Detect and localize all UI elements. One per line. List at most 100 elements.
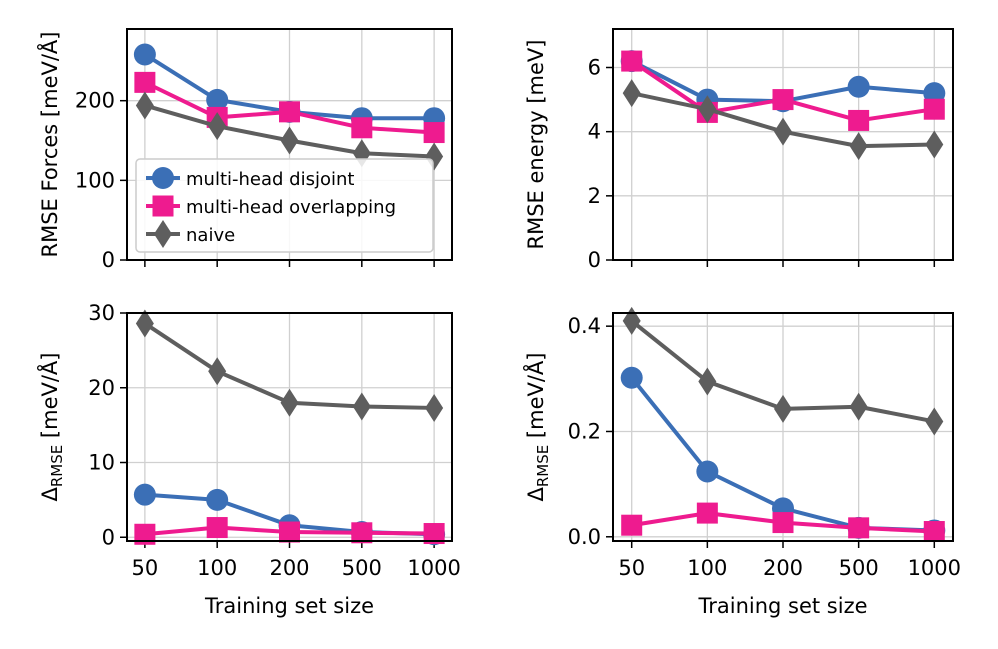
legend-entry-multi_head_overlapping: multi-head overlapping <box>146 195 396 218</box>
x-axis-label: Training set size <box>204 594 374 618</box>
axes-frame <box>612 28 954 261</box>
data-point <box>279 521 300 543</box>
y-axis-label: ΔRMSE [meV/Å] <box>36 353 66 502</box>
data-point <box>923 521 945 543</box>
data-point <box>280 126 299 155</box>
data-point <box>696 460 719 483</box>
data-point <box>925 407 944 436</box>
y-tick-label: 20 <box>88 376 115 400</box>
data-point <box>133 43 156 66</box>
series-multi_head_overlapping <box>621 502 945 543</box>
data-point <box>135 91 154 120</box>
legend-entry-naive: naive <box>146 220 235 248</box>
y-tick-label: 0 <box>102 248 115 272</box>
data-point <box>134 523 156 545</box>
y-tick-label: 0 <box>102 525 115 549</box>
data-point <box>621 50 643 72</box>
y-tick-label: 0.2 <box>568 419 601 443</box>
data-point <box>621 514 643 536</box>
x-tick-label: 100 <box>687 556 727 580</box>
panel-top-right: 0 2 4 6 RMSE energy [meV] <box>524 28 954 272</box>
data-point <box>208 112 227 141</box>
y-axis-label: RMSE Forces [meV/Å] <box>36 32 62 258</box>
y-tick-label: 100 <box>75 168 115 192</box>
x-tick-label: 200 <box>269 556 309 580</box>
data-point <box>849 392 868 421</box>
series-naive <box>135 309 444 422</box>
data-point <box>925 130 944 159</box>
x-tick-label: 500 <box>342 556 382 580</box>
y-axis-label: RMSE energy [meV] <box>524 40 548 250</box>
y-tick-label: 0.0 <box>568 525 601 549</box>
x-tick-label: 500 <box>839 556 879 580</box>
y-axis-label: ΔRMSE [meV/Å] <box>522 353 552 502</box>
data-point <box>135 309 154 338</box>
data-point <box>280 388 299 417</box>
data-point <box>133 483 156 506</box>
data-point <box>134 71 156 93</box>
y-axis-label-subscript: RMSE <box>48 445 66 487</box>
data-point <box>923 82 946 105</box>
data-point <box>923 98 945 120</box>
panel-bottom-left: 0 10 20 30 50 100 200 500 1000 ΔRMSE [meV/Å] Train… <box>36 301 461 618</box>
y-tick-label: 2 <box>588 184 601 208</box>
data-point <box>206 517 228 539</box>
legend-box <box>135 158 434 253</box>
data-point <box>848 517 870 539</box>
series-naive <box>622 79 944 161</box>
panel-bottom-right: 0.0 0.2 0.4 50 100 200 500 1000 ΔRMSE [meV/Å] Tra… <box>522 306 961 618</box>
x-tick-label: 50 <box>132 556 159 580</box>
data-point <box>423 122 445 144</box>
series-naive <box>135 91 444 171</box>
y-tick-label: 200 <box>75 89 115 113</box>
series-multi_head_overlapping <box>134 517 445 545</box>
data-point <box>698 95 717 124</box>
y-axis-label-delta: Δ <box>38 487 62 502</box>
data-point <box>622 306 641 335</box>
y-axis-label-delta: Δ <box>524 487 548 502</box>
data-point <box>698 367 717 396</box>
data-point <box>208 357 227 386</box>
data-point <box>849 132 868 161</box>
legend-label: multi-head overlapping <box>186 197 396 218</box>
data-point <box>351 117 373 139</box>
data-point <box>425 393 444 422</box>
legend-entry-multi_head_disjoint: multi-head disjoint <box>146 167 354 190</box>
legend-marker <box>154 220 172 248</box>
y-tick-label: 0 <box>588 248 601 272</box>
legend: multi-head disjoint multi-head overlappin… <box>135 158 434 253</box>
y-tick-label: 6 <box>588 56 601 80</box>
data-point <box>620 366 643 389</box>
data-point <box>351 522 373 544</box>
data-point <box>774 394 792 423</box>
legend-marker <box>152 167 174 189</box>
y-axis-label-unit: [meV/Å] <box>522 353 548 445</box>
legend-label: multi-head disjoint <box>186 169 354 190</box>
data-point <box>206 488 229 511</box>
y-tick-label: 0.4 <box>568 314 601 338</box>
data-point <box>696 502 718 524</box>
data-point <box>772 512 794 534</box>
x-tick-label: 50 <box>618 556 645 580</box>
y-tick-label: 4 <box>588 120 601 144</box>
legend-marker <box>152 195 174 217</box>
legend-label: naive <box>186 225 235 246</box>
data-point <box>206 88 229 111</box>
data-point <box>848 109 870 131</box>
x-axis-label: Training set size <box>697 594 867 618</box>
x-tick-label: 1000 <box>407 556 460 580</box>
data-point <box>772 89 794 111</box>
x-tick-label: 1000 <box>908 556 961 580</box>
axes-frame <box>126 28 453 261</box>
data-point <box>423 523 445 545</box>
panel-top-left: 0 100 200 RMSE Forces [meV/Å] multi-head dis… <box>36 28 453 272</box>
y-tick-label: 10 <box>88 451 115 475</box>
axes-frame <box>126 312 453 542</box>
y-tick-label: 30 <box>88 301 115 325</box>
axes-frame <box>612 312 954 542</box>
y-axis-label-subscript: RMSE <box>534 445 552 487</box>
data-point <box>847 75 870 98</box>
data-point <box>352 392 371 421</box>
x-tick-label: 100 <box>197 556 237 580</box>
